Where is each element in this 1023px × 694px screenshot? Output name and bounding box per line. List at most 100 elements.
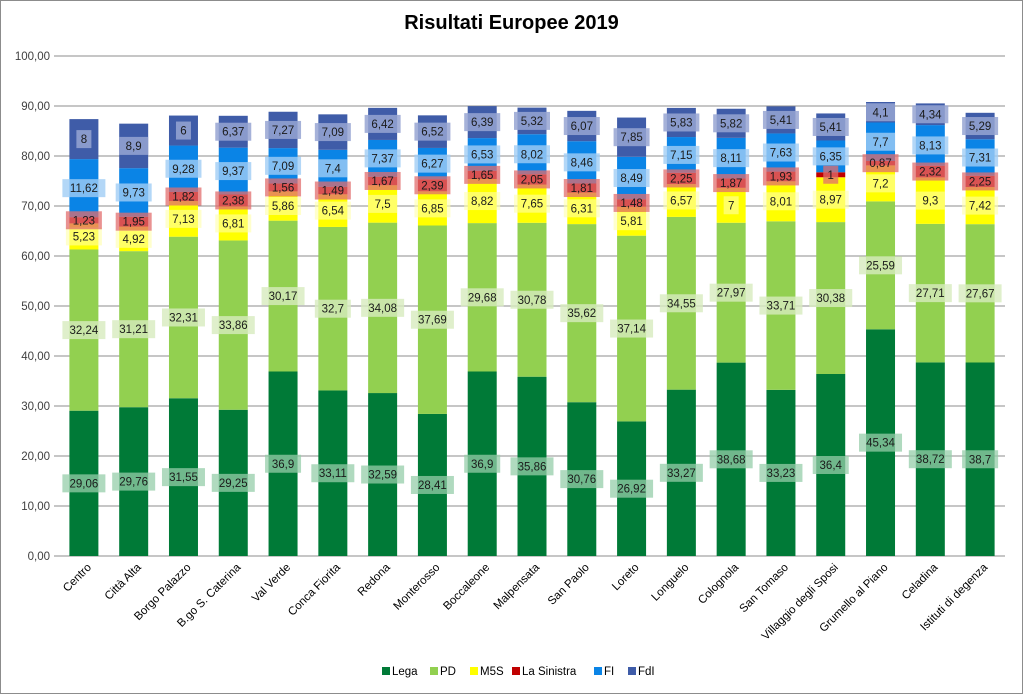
data-label-bg [912,105,949,124]
data-label-bg [759,296,803,315]
data-label-la-sinistra: 1,81 [571,183,593,195]
data-label-bg [65,227,102,246]
data-label-pd: 33,71 [767,301,796,313]
legend-swatch-lega [382,667,390,675]
data-label-bg [514,111,550,130]
data-label-bg [659,294,703,313]
data-label-bg [62,474,106,493]
data-label-fi: 8,13 [919,140,941,152]
data-label-la-sinistra: 1,95 [122,217,144,229]
data-label-fi: 7,09 [272,161,294,173]
data-label-bg [663,113,700,132]
data-label-bg [62,179,106,198]
data-label-fdi: 5,82 [720,118,742,130]
data-label-bg [165,187,202,206]
data-label-fdi: 5,83 [670,117,692,129]
x-tick-label: Conca Fiorita [286,561,343,618]
data-label-pd: 27,71 [916,288,945,300]
data-label-m5s: 7,2 [873,178,889,190]
data-label-bg [812,456,849,474]
data-label-pd: 32,7 [322,304,344,316]
data-label-fi: 8,11 [720,153,742,165]
data-label-la-sinistra: 2,32 [919,167,941,179]
data-label-bg [265,178,302,197]
data-label-bg [115,183,152,202]
data-label-la-sinistra: 1,65 [471,170,493,182]
y-tick-label: 40,00 [21,351,50,363]
y-tick-label: 70,00 [21,201,50,213]
data-label-pd: 29,68 [468,292,497,304]
legend-label-la-sinistra: La Sinistra [522,666,577,678]
x-tick-label: Celadina [900,561,941,602]
data-label-fdi: 7,09 [322,127,344,139]
data-label-bg [866,103,896,122]
data-label-bg [514,170,550,189]
data-label-pd: 27,97 [717,288,746,300]
legend-label-fdi: FdI [638,666,655,678]
data-label-pd: 34,08 [368,303,397,315]
legend: Lega PD M5S La Sinistra FI FdI [382,666,655,678]
data-label-bg [464,113,501,132]
data-label-bg [464,454,501,473]
data-label-lega: 26,92 [617,484,646,496]
data-label-fi: 7,4 [325,163,342,175]
data-label-bg [165,209,202,228]
data-label-la-sinistra: 1,48 [620,198,642,210]
data-label-lega: 29,76 [119,477,148,489]
data-label-fi: 8,46 [571,157,593,169]
y-tick-label: 30,00 [21,401,50,413]
data-label-bg [464,145,501,164]
data-label-bg [464,165,501,184]
data-label-m5s: 7,42 [969,201,991,213]
data-label-fi: 7,31 [969,153,991,165]
data-label-bg [410,310,454,329]
data-label-bg [613,212,650,231]
data-label-bg [613,128,650,147]
data-label-bg [211,473,255,492]
legend-swatch-pd [430,667,438,675]
data-label-fdi: 7,27 [272,125,294,137]
data-label-bg [414,199,451,218]
data-label-bg [613,193,650,212]
data-label-pd: 37,14 [617,324,646,336]
data-label-bg [610,479,654,498]
legend-swatch-m5s [470,667,478,675]
data-label-pd: 33,86 [219,320,248,332]
data-label-m5s: 5,81 [620,216,642,228]
data-label-fdi: 4,34 [919,109,942,121]
x-tick-label: Malpensata [492,561,543,612]
data-label-fi: 9,73 [122,187,144,199]
data-label-bg [912,162,949,181]
data-label-la-sinistra: 1,23 [73,215,95,227]
data-label-lega: 36,9 [471,459,493,471]
data-label-fdi: 6,37 [222,127,244,139]
data-label-bg [762,167,799,186]
data-label-fi: 7,37 [371,153,393,165]
legend-label-pd: PD [440,666,456,678]
data-label-bg [962,117,999,136]
data-label-bg [962,148,999,167]
data-label-bg [812,190,849,209]
data-label-m5s: 8,01 [770,196,792,208]
data-label-bg [759,463,803,482]
data-label-la-sinistra: 1,49 [322,186,344,198]
data-label-lega: 28,41 [418,480,447,492]
data-label-fdi: 6,39 [471,117,493,129]
data-label-m5s: 7,5 [375,199,391,211]
x-tick-label: Loreto [610,562,642,594]
data-label-fi: 9,37 [222,166,244,178]
data-label-bg [211,316,255,335]
data-label-bg [762,143,799,162]
data-label-bg [812,147,849,166]
data-label-bg [812,117,849,136]
data-label-bg [62,321,106,340]
data-label-bg [361,298,405,317]
data-label-bg [862,154,899,173]
data-label-fdi: 4,1 [873,107,889,119]
data-label-bg [563,117,600,136]
data-label-la-sinistra: 1 [828,170,834,182]
data-label-bg [414,154,451,173]
data-label-lega: 31,55 [169,472,198,484]
data-label-bg [311,464,355,483]
data-label-bg [723,196,739,215]
